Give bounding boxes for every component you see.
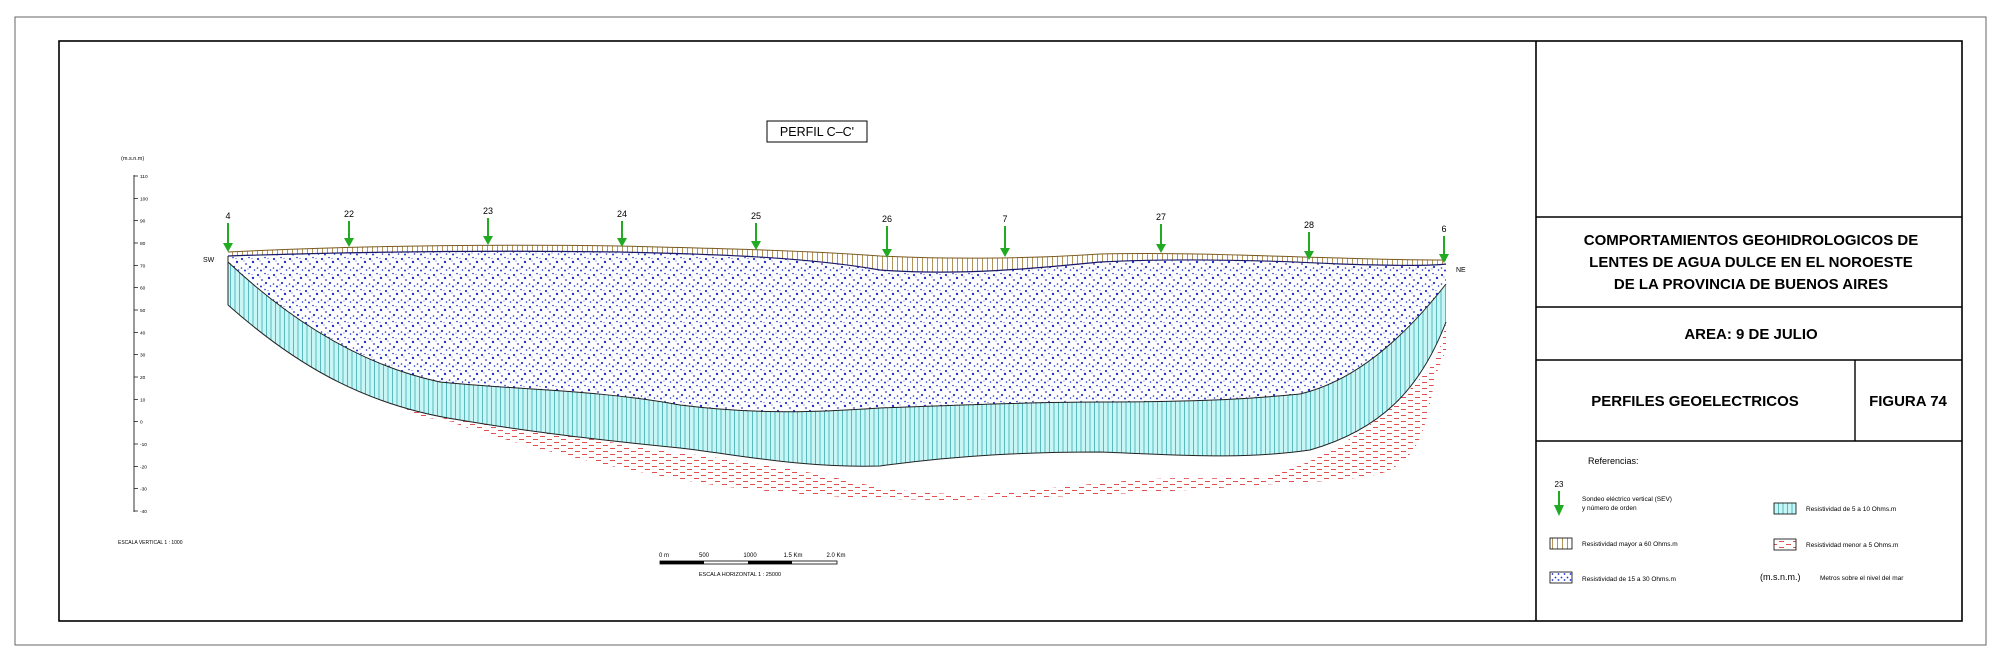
legend-5-10-text: Resistividad de 5 a 10 Ohms.m <box>1806 506 1896 513</box>
axis-tick-label: 50 <box>140 308 146 314</box>
sev-arrowhead-icon <box>1439 254 1449 263</box>
legend-low-swatch <box>1773 538 1797 551</box>
sev-label: 4 <box>225 211 230 221</box>
sev-arrowhead-icon <box>344 238 354 247</box>
sev-marker-22: 22 <box>344 209 354 247</box>
axis-tick-label: 40 <box>140 330 146 336</box>
axis-tick-label: 110 <box>140 174 148 180</box>
sev-marker-24: 24 <box>617 209 627 247</box>
sev-arrowhead-icon <box>617 238 627 247</box>
legend-high-swatch <box>1549 537 1573 550</box>
sev-marker-26: 26 <box>882 214 892 258</box>
figure-number: FIGURA 74 <box>1869 393 1947 410</box>
sev-arrowhead-icon <box>223 243 233 252</box>
sev-marker-23: 23 <box>483 206 493 245</box>
sev-label: 23 <box>483 206 493 216</box>
scale-tick-label: 500 <box>699 553 710 559</box>
section-label: PERFILES GEOELECTRICOS <box>1591 393 1799 410</box>
axis-tick-label: 90 <box>140 219 146 225</box>
layer-5-10 <box>228 262 1446 467</box>
area-label: AREA: 9 DE JULIO <box>1684 326 1818 343</box>
axis-tick-label: 100 <box>140 196 148 202</box>
sev-arrowhead-icon <box>882 249 892 258</box>
axis-tick-label: -10 <box>140 442 147 448</box>
axis-tick-label: 70 <box>140 263 146 269</box>
axis-tick-label: -30 <box>140 487 147 493</box>
profile-end-ne: NE <box>1456 267 1466 274</box>
sev-label: 28 <box>1304 220 1314 230</box>
scale-tick-label: 2.0 Km <box>826 553 845 559</box>
layer-15-30 <box>228 251 1446 412</box>
sev-arrowhead-icon <box>751 241 761 250</box>
sev-label: 22 <box>344 209 354 219</box>
sev-label: 26 <box>882 214 892 224</box>
legend-heading: Referencias: <box>1588 456 1639 466</box>
axis-tick-label: 30 <box>140 353 146 359</box>
profile-section: SW NE <box>203 244 1466 500</box>
horizontal-scale-label: ESCALA HORIZONTAL 1 : 25000 <box>699 572 781 578</box>
legend-msnm-text: Metros sobre el nivel del mar <box>1820 575 1904 582</box>
legend-15-30-swatch <box>1549 571 1573 584</box>
axis-unit-label: (m.s.n.m) <box>121 156 144 162</box>
axis-tick-label: -20 <box>140 464 147 470</box>
sev-marker-6: 6 <box>1439 224 1449 263</box>
legend-sev-text-1: Sondeo eléctrico vertical (SEV) <box>1582 496 1672 503</box>
legend-sev-number: 23 <box>1555 480 1564 489</box>
scale-tick-label: 0 m <box>659 553 669 559</box>
sev-markers: 4 22 23 24 25 26 7 27 28 6 <box>223 206 1449 263</box>
profile-end-sw: SW <box>203 257 215 264</box>
scale-tick-label: 1.5 Km <box>783 553 802 559</box>
legend-5-10-swatch <box>1773 502 1797 515</box>
profile-title-box: PERFIL C–C' <box>766 120 868 143</box>
axis-tick-label: 80 <box>140 241 146 247</box>
axis-tick-label: 0 <box>140 420 143 426</box>
legend-low-text: Resistividad menor a 5 Ohms.m <box>1806 542 1898 549</box>
sev-marker-27: 27 <box>1156 212 1166 253</box>
sev-label: 24 <box>617 209 627 219</box>
legend-high-text: Resistividad mayor a 60 Ohms.m <box>1582 541 1678 548</box>
sev-arrowhead-icon <box>483 236 493 245</box>
title-block: COMPORTAMIENTOS GEOHIDROLOGICOS DE LENTE… <box>1535 41 1962 621</box>
sev-marker-28: 28 <box>1304 220 1314 260</box>
legend: Referencias: 23 Sondeo eléctrico vertica… <box>1549 456 1904 584</box>
inner-frame <box>58 40 1963 622</box>
sev-marker-4: 4 <box>223 211 233 252</box>
sev-marker-25: 25 <box>751 211 761 250</box>
sev-arrowhead-icon <box>1156 244 1166 253</box>
legend-15-30-text: Resistividad de 15 a 30 Ohms.m <box>1582 576 1676 583</box>
title-line-1: COMPORTAMIENTOS GEOHIDROLOGICOS DE <box>1584 232 1918 249</box>
legend-msnm-symbol: (m.s.n.m.) <box>1760 572 1801 582</box>
axis-tick-label: 10 <box>140 397 146 403</box>
sev-marker-7: 7 <box>1000 214 1010 257</box>
sev-label: 6 <box>1441 224 1446 234</box>
layer-high-resistivity <box>228 245 1446 273</box>
axis-tick-label: -40 <box>140 509 147 515</box>
sev-arrowhead-icon <box>1304 251 1314 260</box>
sev-arrowhead-icon <box>1000 248 1010 257</box>
legend-sev-text-2: y número de orden <box>1582 505 1637 512</box>
profile-title: PERFIL C–C' <box>780 125 854 139</box>
layer-low-resistivity <box>228 305 1446 500</box>
sev-label: 25 <box>751 211 761 221</box>
axis-tick-label: 20 <box>140 375 146 381</box>
legend-sev-arrow-icon <box>1554 491 1564 516</box>
vertical-axis: (m.s.n.m) 1101009080706050403020100-10-2… <box>118 156 183 546</box>
horizontal-scale-bar: 0 m 500 1000 1.5 Km 2.0 Km ESCALA HORIZONTAL… <box>659 553 846 578</box>
scale-tick-label: 1000 <box>743 553 757 559</box>
sev-label: 27 <box>1156 212 1166 222</box>
title-line-3: DE LA PROVINCIA DE BUENOS AIRES <box>1614 276 1888 293</box>
outer-frame <box>14 16 1987 646</box>
vertical-scale-label: ESCALA VERTICAL 1 : 1000 <box>118 540 183 546</box>
title-line-2: LENTES DE AGUA DULCE EN EL NOROESTE <box>1589 254 1913 271</box>
sev-label: 7 <box>1002 214 1007 224</box>
axis-tick-label: 60 <box>140 286 146 292</box>
